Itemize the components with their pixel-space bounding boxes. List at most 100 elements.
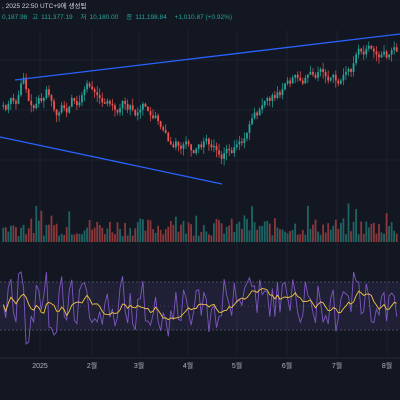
candle-body (312, 71, 314, 75)
candle-body (35, 103, 38, 109)
candle-body (141, 103, 144, 110)
volume-bar (339, 222, 342, 242)
volume-bar (357, 234, 360, 242)
candle-body (271, 95, 274, 101)
candle-body (213, 145, 215, 148)
volume-bar (385, 213, 388, 242)
rsi-ma-line (2, 288, 397, 321)
candle-body (37, 98, 40, 104)
volume-bar (202, 225, 205, 242)
volume-bar (322, 224, 325, 242)
volume-bar (314, 219, 317, 242)
volume-bar (279, 229, 281, 242)
volume-bar (169, 220, 172, 242)
volume-bar (332, 225, 335, 242)
volume-bar (48, 224, 50, 242)
volume-bar (289, 231, 292, 242)
volume-bar (174, 216, 177, 242)
volume-bar (240, 229, 243, 242)
volume-bar (312, 224, 314, 242)
volume-bar (182, 220, 185, 242)
volume-bar (187, 222, 190, 242)
time-label: 2월 (87, 361, 97, 370)
candle-body (375, 51, 378, 55)
volume-bar (352, 221, 355, 242)
volume-bar (248, 230, 251, 242)
rsi-pane (0, 271, 400, 345)
volume-bar (22, 224, 25, 242)
candle-body (53, 100, 55, 110)
candle-body (367, 45, 370, 49)
volume-bar (159, 229, 162, 242)
candle-body (60, 105, 63, 113)
volume-bar (27, 228, 30, 242)
grid-lines (0, 30, 400, 355)
candle-body (246, 132, 248, 139)
volume-bar (172, 224, 175, 242)
volume-bar (177, 231, 180, 242)
volume-bar (136, 222, 139, 242)
volume-bar (108, 221, 111, 242)
volume-bar (101, 227, 104, 242)
candle-body (329, 77, 332, 81)
candle-body (286, 80, 289, 84)
candle-body (167, 132, 170, 142)
volume-bar (284, 231, 286, 242)
volume-bar (192, 235, 195, 242)
upper-trendline (14, 33, 400, 81)
candle-body (32, 105, 35, 109)
volume-bar (119, 228, 121, 242)
candle-body (147, 106, 149, 112)
volume-bar (388, 226, 391, 242)
volume-bar (32, 232, 35, 242)
volume-bar (304, 234, 307, 242)
volume-bar (215, 218, 218, 242)
candle-body (111, 103, 114, 106)
volume-bar (111, 232, 114, 242)
candle-body (223, 153, 226, 159)
volume-bar (93, 227, 96, 242)
volume-bar (329, 229, 332, 242)
candle-body (134, 109, 137, 116)
candle-body (281, 89, 284, 96)
candle-body (48, 89, 50, 96)
candle-body (86, 83, 88, 90)
time-label: 7월 (332, 361, 342, 370)
candle-body (238, 141, 241, 145)
candle-body (273, 95, 276, 98)
candle-body (347, 69, 350, 72)
candle-body (289, 80, 292, 84)
volume-bar (30, 218, 33, 242)
candle-body (324, 71, 327, 77)
volume-bar (228, 225, 231, 242)
candle-body (296, 74, 299, 78)
candle-body (75, 100, 78, 106)
candle-body (385, 51, 388, 58)
candle-body (240, 141, 243, 143)
candle-body (383, 51, 385, 55)
volume-bar (210, 235, 213, 242)
volume-bar (81, 234, 83, 242)
candle-body (2, 105, 5, 107)
volume-bar (58, 235, 61, 242)
candle-body (218, 150, 220, 155)
volume-bar (334, 219, 337, 242)
candle-body (253, 112, 256, 119)
candle-body (342, 74, 345, 81)
volume-bar (213, 223, 215, 242)
volume-bar (195, 215, 198, 242)
candle-body (294, 74, 297, 78)
candle-body (22, 77, 25, 84)
volume-bar (4, 227, 7, 242)
candle-body (180, 145, 182, 149)
candle-body (256, 112, 259, 116)
close-label: 종 (126, 14, 133, 21)
volume-bar (233, 231, 236, 242)
volume-bar (157, 225, 160, 242)
candle-body (106, 100, 109, 104)
volume-bar (9, 225, 12, 242)
candle-body (322, 69, 325, 72)
volume-bar (149, 220, 152, 242)
